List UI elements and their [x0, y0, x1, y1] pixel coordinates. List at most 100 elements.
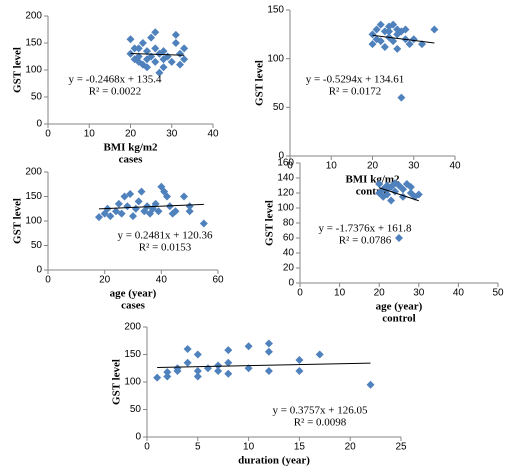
point: [131, 204, 140, 213]
point: [380, 42, 389, 51]
point: [171, 39, 180, 47]
y-tick-label: 150: [25, 38, 42, 49]
x-tick-label: 10: [334, 288, 346, 299]
point: [173, 367, 182, 375]
trendline: [157, 362, 371, 368]
point: [180, 44, 189, 53]
annotation: y = 0.3757x + 126.05: [273, 405, 368, 417]
y-tick-label: 60: [283, 233, 295, 244]
y-tick-label: 50: [273, 102, 285, 113]
point: [185, 207, 194, 216]
point: [387, 196, 396, 205]
y-axis-label: GST level: [111, 359, 123, 405]
x-tick-label: 60: [212, 275, 224, 286]
x-tick-label: 20: [345, 442, 357, 453]
point: [376, 37, 385, 46]
y-axis-label: GST level: [12, 47, 24, 93]
x-tick-label: 5: [195, 442, 201, 453]
point: [398, 185, 407, 194]
point: [376, 20, 385, 29]
point: [264, 339, 273, 348]
annotation: R² = 0.0022: [89, 86, 142, 98]
x-tick-label: 0: [287, 161, 293, 172]
y-tick-label: 120: [277, 188, 294, 199]
x-tick-label: 20: [374, 288, 386, 299]
point: [106, 212, 115, 221]
y-tick-label: 200: [124, 322, 141, 333]
point: [183, 345, 192, 353]
point: [167, 57, 176, 66]
trendline: [98, 203, 204, 210]
point: [120, 192, 129, 201]
y-tick-label: 40: [283, 248, 295, 259]
point: [372, 25, 381, 34]
annotation: R² = 0.0172: [329, 86, 382, 98]
annotation: y = -1.7376x + 161.8: [318, 223, 412, 235]
y-tick-label: 50: [31, 92, 43, 103]
annotation: y = -0.5294x + 134.61: [306, 74, 405, 86]
y-tick-label: 0: [36, 265, 42, 276]
point: [151, 28, 160, 37]
point: [159, 63, 168, 72]
point: [406, 183, 415, 191]
y-tick-label: 50: [130, 404, 142, 415]
point: [315, 350, 324, 359]
point: [180, 55, 189, 64]
point: [409, 35, 418, 44]
point: [264, 347, 273, 356]
point: [137, 187, 146, 196]
y-tick-label: 100: [25, 216, 42, 227]
point: [295, 356, 304, 364]
point: [112, 207, 120, 216]
y-axis-label: GST level: [12, 198, 24, 244]
annotation: y = -0.2468x + 135.4: [68, 74, 162, 86]
trendline: [130, 53, 185, 56]
x-axis-label: duration (year): [238, 455, 310, 467]
annotation: R² = 0.0786: [339, 235, 392, 247]
point: [430, 25, 439, 34]
x-tick-label: 20: [367, 161, 379, 172]
x-tick-label: 30: [408, 161, 420, 172]
y-tick-label: 0: [278, 151, 284, 162]
point: [383, 190, 392, 199]
y-tick-label: 160: [277, 158, 294, 169]
x-tick-label: 40: [156, 275, 168, 286]
point: [368, 30, 377, 39]
point: [193, 367, 202, 375]
point: [224, 358, 233, 367]
point: [147, 33, 156, 42]
x-tick-label: 25: [395, 442, 407, 453]
x-axis-label: age (year): [110, 288, 157, 300]
annotation: R² = 0.0153: [139, 242, 192, 254]
point: [117, 209, 126, 218]
point: [380, 27, 389, 36]
point: [180, 192, 188, 201]
annotation: R² = 0.0098: [294, 417, 347, 429]
point: [171, 207, 180, 216]
x-axis-label: age (year): [376, 301, 423, 313]
point: [414, 190, 423, 199]
y-tick-label: 0: [135, 432, 141, 443]
x-tick-label: 20: [125, 129, 137, 140]
point: [143, 63, 151, 72]
trendline: [379, 187, 419, 202]
y-tick-label: 50: [31, 240, 43, 251]
point: [366, 380, 375, 389]
point: [176, 60, 184, 69]
point: [134, 44, 143, 53]
point: [159, 47, 168, 56]
point: [395, 234, 403, 242]
x-tick-label: 40: [207, 129, 219, 140]
point: [165, 202, 174, 211]
point: [393, 30, 402, 39]
annotation: y = 0.2481x + 120.36: [118, 230, 213, 242]
point: [130, 44, 139, 53]
y-tick-label: 150: [124, 349, 141, 360]
point: [185, 202, 194, 211]
y-tick-label: 140: [277, 173, 294, 184]
point: [95, 213, 103, 222]
point: [214, 367, 223, 375]
point: [126, 35, 135, 44]
point: [153, 373, 162, 382]
